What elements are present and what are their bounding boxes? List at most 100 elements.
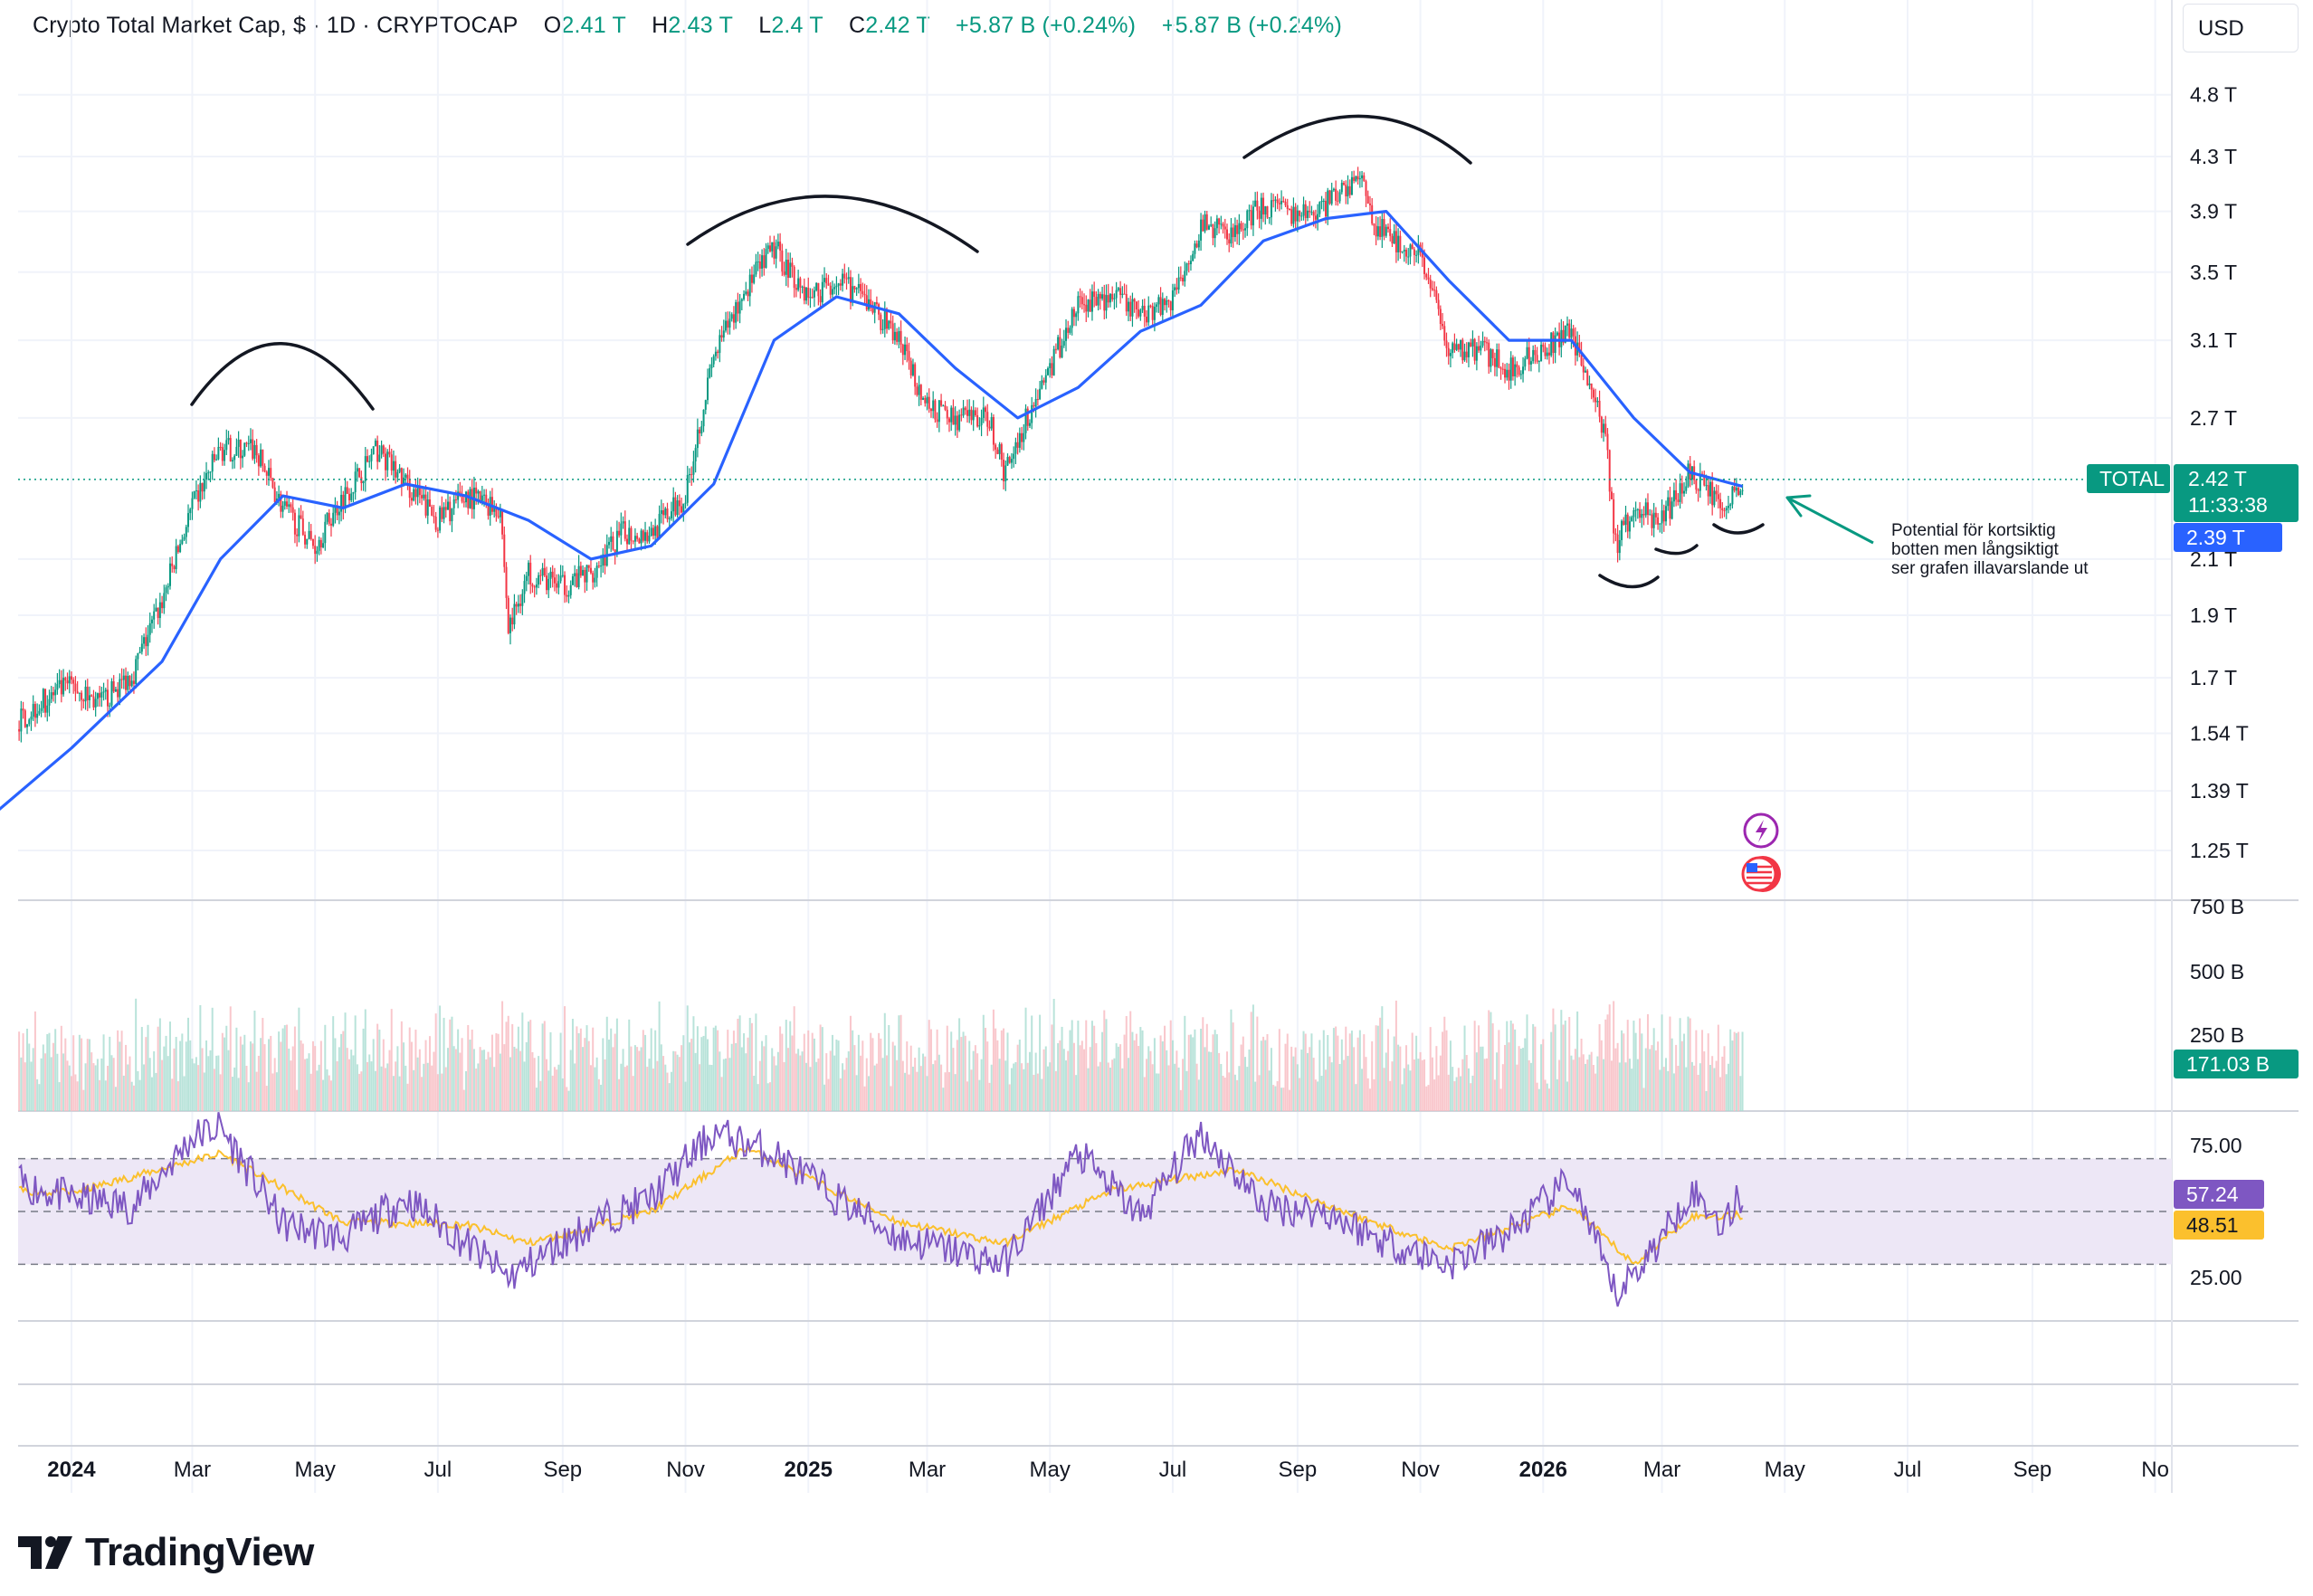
candle-body-218	[324, 521, 327, 544]
volume-bar-499	[890, 1086, 892, 1111]
candle-body-858	[1613, 499, 1615, 534]
volume-bar-501	[893, 1045, 896, 1111]
volume-bar-265	[418, 1049, 421, 1111]
volume-bar-344	[577, 1033, 580, 1111]
candle-body-173	[233, 455, 236, 461]
candle-body-184	[255, 444, 258, 456]
volume-bar-84	[54, 1029, 57, 1111]
time-tick-label-6: 2025	[785, 1458, 833, 1482]
candle-body-706	[1306, 210, 1309, 218]
volume-bar-361	[612, 1047, 614, 1111]
volume-bar-353	[595, 1057, 598, 1111]
candle-body-177	[242, 455, 244, 459]
candle-body-580	[1052, 348, 1055, 375]
symbol-title[interactable]: Crypto Total Market Cap, $ · 1D · CRYPTO…	[33, 13, 519, 38]
candle-body-412	[714, 351, 717, 356]
candle-body-255	[398, 468, 401, 472]
volume-bar-357	[604, 1059, 606, 1111]
candle-body-241	[370, 454, 373, 461]
candle-body-243	[374, 440, 376, 447]
volume-bar-370	[630, 1046, 633, 1111]
candle-body-126	[138, 651, 141, 653]
candle-body-356	[602, 554, 604, 566]
volume-bar-638	[1169, 1020, 1172, 1111]
candle-body-400	[690, 474, 693, 476]
candle-body-373	[636, 536, 639, 539]
candle-body-609	[1111, 293, 1114, 299]
candle-body-566	[1024, 408, 1027, 433]
candle-body-867	[1631, 517, 1633, 522]
volume-bar-379	[648, 1059, 651, 1111]
candle-body-564	[1021, 432, 1023, 442]
volume-bar-891	[1679, 1018, 1681, 1111]
candle-body-258	[405, 474, 407, 478]
candle-body-797	[1490, 349, 1492, 367]
event-icons[interactable]	[1741, 812, 1781, 892]
candle-body-757	[1409, 244, 1412, 257]
time-tick-label-5: Nov	[666, 1458, 705, 1482]
candle-body-100	[86, 686, 89, 700]
volume-bar-896	[1689, 1018, 1691, 1111]
text-annotation[interactable]: Potential för kortsiktig botten men lång…	[1891, 521, 2089, 578]
candle-body-497	[886, 311, 889, 329]
price-axis[interactable]: 4.8 T4.3 T3.9 T3.5 T3.1 T2.7 T2.1 T1.9 T…	[2190, 83, 2249, 1289]
tradingview-logo[interactable]: TradingView	[18, 1525, 314, 1580]
volume-bar-309	[507, 1015, 509, 1111]
volume-bar-883	[1662, 1067, 1665, 1111]
candle-body-619	[1131, 299, 1134, 317]
volume-bar-920	[1737, 1031, 1740, 1111]
candle-body-336	[561, 575, 564, 576]
volume-bar-295	[479, 1047, 481, 1111]
candle-body-532	[956, 415, 958, 431]
candle-body-99	[84, 686, 87, 702]
volume-bar-619	[1131, 1031, 1134, 1111]
candle-body-446	[783, 271, 785, 275]
candle-body-714	[1322, 200, 1325, 202]
volume-bar-263	[414, 1030, 417, 1111]
volume-bar-355	[600, 1084, 603, 1111]
volume-bar-711	[1317, 1081, 1319, 1111]
volume-bar-488	[867, 1076, 870, 1111]
candle-body-834	[1564, 325, 1566, 343]
candle-body-363	[615, 530, 618, 554]
candle-body-234	[356, 468, 358, 472]
candle-body-350	[589, 567, 592, 574]
volume-tick-label-2: 250 B	[2190, 1023, 2244, 1047]
volume-bar-756	[1407, 1064, 1410, 1111]
candle-body-366	[622, 521, 624, 524]
volume-bar-138	[163, 1046, 166, 1111]
volume-bar-842	[1580, 1039, 1583, 1111]
volume-bar-356	[602, 1038, 604, 1111]
candle-body-248	[385, 453, 387, 470]
volume-bar-368	[626, 1065, 629, 1111]
volume-bar-233	[354, 1015, 357, 1111]
volume-bar-509	[909, 1045, 912, 1111]
price-tick-label-8: 1.7 T	[2190, 666, 2237, 689]
volume-bar-574	[1041, 1078, 1043, 1111]
candle-body-345	[579, 565, 582, 576]
candle-body-709	[1312, 212, 1315, 216]
volume-bar-66	[18, 1031, 21, 1111]
volume-bar-95	[76, 1081, 79, 1111]
volume-bar-236	[360, 1071, 363, 1111]
volume-bar-205	[298, 1007, 300, 1111]
time-axis[interactable]: 2024 Mar May Jul Sep Nov 2025 Mar May Jul Sep Nov 20…	[47, 1458, 2169, 1482]
candle-body-260	[408, 479, 411, 499]
candle-body-312	[513, 603, 516, 625]
candle-body-844	[1585, 370, 1587, 373]
volume-bar-525	[942, 1088, 945, 1111]
drawing-arcs[interactable]	[190, 114, 1874, 589]
candle-body-458	[807, 287, 810, 299]
volume-bar-677	[1248, 1049, 1251, 1111]
currency-selector-button[interactable]: USD	[2183, 4, 2299, 52]
candle-body-79	[44, 689, 47, 713]
candle-body-770	[1435, 290, 1438, 300]
volume-bar-643	[1179, 1089, 1182, 1111]
volume-bar-917	[1731, 1040, 1734, 1111]
candle-body-773	[1442, 324, 1444, 327]
volume-bar-613	[1119, 1044, 1122, 1111]
candle-body-713	[1320, 200, 1323, 203]
volume-bar-345	[579, 1028, 582, 1111]
drawing-arc-5	[1712, 523, 1765, 535]
